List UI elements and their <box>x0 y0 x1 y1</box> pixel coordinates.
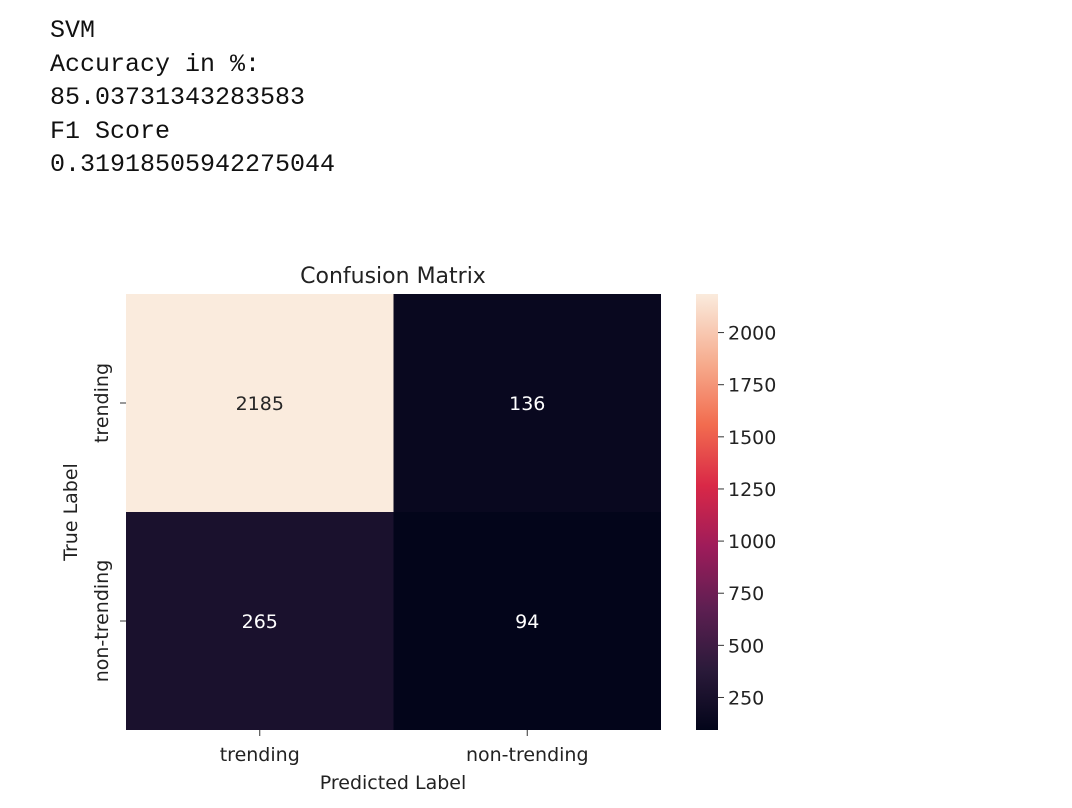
heatmap-cells: 2185 136 265 94 <box>126 294 661 730</box>
heatmap-cell <box>126 512 394 730</box>
cell-value-label: 94 <box>515 611 539 633</box>
colorbar-tick-label: 2000 <box>728 323 776 345</box>
y-axis-label: True Label <box>60 463 82 562</box>
accuracy-label: Accuracy in %: <box>50 49 261 79</box>
colorbar-tick-label: 250 <box>728 687 764 709</box>
x-tick-label: non-trending <box>466 744 589 766</box>
cell-value-label: 265 <box>242 611 278 633</box>
cell-value-label: 2185 <box>236 393 284 415</box>
colorbar <box>696 294 718 730</box>
x-axis-label: Predicted Label <box>320 772 467 794</box>
y-tick-label: trending <box>91 363 113 443</box>
colorbar-ticks: 250 500 750 1000 1250 1500 1750 2000 <box>718 323 776 709</box>
f1-label: F1 Score <box>50 116 171 146</box>
cell-value-label: 136 <box>509 393 545 415</box>
colorbar-tick-label: 1250 <box>728 479 776 501</box>
accuracy-value: 85.03731343283583 <box>50 83 306 113</box>
colorbar-tick-label: 750 <box>728 583 764 605</box>
heatmap-cell <box>393 512 661 730</box>
model-name: SVM <box>50 16 96 45</box>
f1-value: 0.31918505942275044 <box>50 150 336 180</box>
x-tick-label: trending <box>220 744 300 766</box>
heatmap-cell <box>126 294 394 512</box>
heatmap-cell <box>393 294 661 512</box>
cell-output: SVM Accuracy in %: 85.03731343283583 F1 … <box>50 14 335 182</box>
axis-ticks: trending non-trending trending non-trending <box>91 363 589 766</box>
colorbar-tick-label: 1750 <box>728 375 776 397</box>
colorbar-tick-label: 1000 <box>728 531 776 553</box>
chart-title: Confusion Matrix <box>300 264 486 289</box>
colorbar-tick-label: 1500 <box>728 427 776 449</box>
colorbar-tick-label: 500 <box>728 635 764 657</box>
y-tick-label: non-trending <box>91 560 113 683</box>
